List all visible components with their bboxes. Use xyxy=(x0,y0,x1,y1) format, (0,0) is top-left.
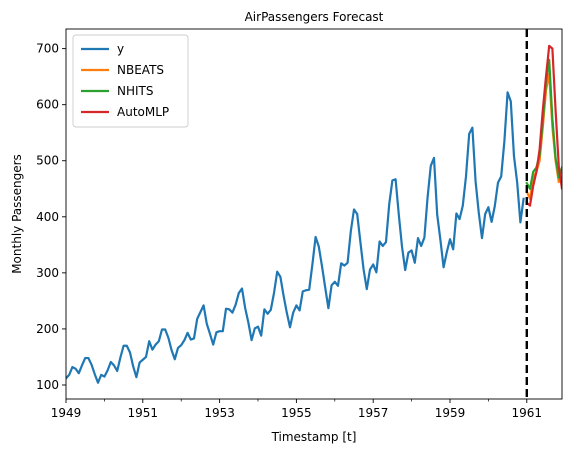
y-tick-label: 700 xyxy=(36,42,59,56)
legend-label-nhits: NHITS xyxy=(117,84,154,98)
series-line-y xyxy=(66,91,525,384)
series-lines xyxy=(66,44,562,384)
axes-frame xyxy=(65,28,563,400)
y-tick-label: 300 xyxy=(36,266,59,280)
x-tick-label: 1955 xyxy=(281,406,312,420)
x-tick-label: 1951 xyxy=(128,406,159,420)
y-tick-label: 200 xyxy=(36,322,59,336)
x-axis: 1949 1951 1953 1955 1957 1959 1961 xyxy=(51,399,542,420)
chart-title: AirPassengers Forecast xyxy=(245,10,384,24)
plot-area xyxy=(65,28,563,400)
legend-label-automlp: AutoMLP xyxy=(117,105,169,119)
legend: y NBEATS NHITS AutoMLP xyxy=(72,34,189,128)
y-axis-label: Monthly Passengers xyxy=(10,154,24,274)
x-tick-label: 1949 xyxy=(51,406,82,420)
y-tick-label: 400 xyxy=(36,210,59,224)
y-axis: 100 200 300 400 500 600 700 xyxy=(36,42,66,392)
y-tick-label: 600 xyxy=(36,98,59,112)
legend-label-nbeats: NBEATS xyxy=(117,63,164,77)
x-tick-label: 1957 xyxy=(358,406,389,420)
x-tick-label: 1961 xyxy=(512,406,543,420)
x-tick-label: 1953 xyxy=(204,406,235,420)
y-tick-label: 100 xyxy=(36,378,59,392)
x-tick-label: 1959 xyxy=(435,406,466,420)
y-tick-label: 500 xyxy=(36,154,59,168)
x-axis-label: Timestamp [t] xyxy=(271,430,357,444)
series-line-automlp xyxy=(525,44,562,207)
legend-box xyxy=(72,34,189,128)
legend-label-y: y xyxy=(117,42,124,56)
